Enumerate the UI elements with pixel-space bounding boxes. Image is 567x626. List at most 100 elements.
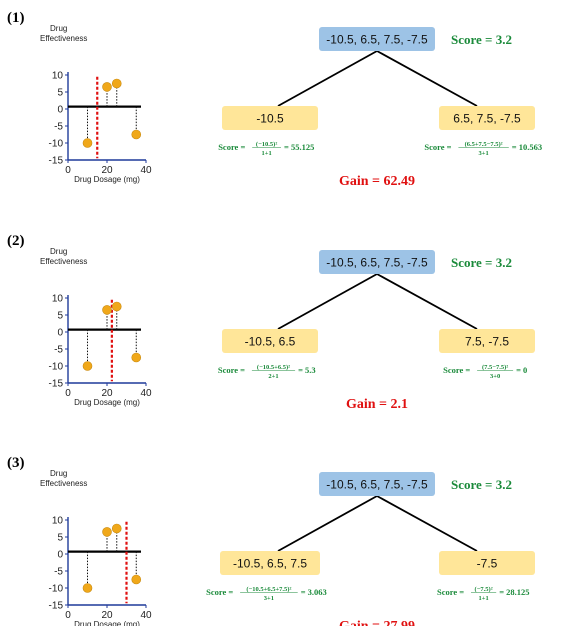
left-leaf-node — [222, 329, 318, 353]
right-leaf-label: 6.5, 7.5, -7.5 — [453, 112, 521, 126]
left-score-result: = 55.125 — [284, 142, 314, 152]
left-leaf-label: -10.5 — [256, 112, 284, 126]
y-tick-label: -10 — [49, 139, 64, 150]
right-score-denominator: 1+1 — [478, 595, 488, 602]
right-score-prefix: Score = — [437, 587, 464, 597]
panel-label: (2) — [7, 233, 25, 249]
right-score-numerator: (−7.5)² — [475, 586, 493, 593]
left-score-numerator: (−10.5+6.5+7.5)² — [246, 586, 291, 593]
right-score-result: = 0 — [516, 365, 527, 375]
left-score-denominator: 3+1 — [264, 595, 274, 602]
data-point — [111, 301, 122, 312]
right-leaf-label: 7.5, -7.5 — [465, 335, 509, 349]
x-tick-label: 20 — [101, 610, 113, 621]
left-score-denominator: 2+1 — [268, 373, 278, 380]
y-axis-title-line2: Effectiveness — [40, 479, 87, 488]
gain-label: Gain = 62.49 — [339, 174, 415, 189]
root-node — [319, 472, 435, 496]
y-tick-label: -5 — [54, 345, 63, 356]
x-axis-title: Drug Dosage (mg) — [74, 398, 140, 407]
data-point — [111, 78, 122, 89]
x-tick-label: 40 — [140, 165, 152, 176]
x-axis-title: Drug Dosage (mg) — [74, 620, 140, 626]
tree-edge-right — [376, 273, 478, 330]
y-tick-label: 5 — [57, 311, 63, 322]
data-point — [131, 574, 142, 585]
tree-edge-right — [376, 495, 478, 552]
data-point — [82, 138, 93, 148]
data-point — [102, 527, 112, 537]
gain-label: Gain = 2.1 — [346, 397, 408, 412]
x-tick-label: 20 — [101, 388, 113, 399]
root-node-label: -10.5, 6.5, 7.5, -7.5 — [326, 33, 428, 47]
y-tick-label: 0 — [57, 550, 63, 561]
data-point — [102, 82, 112, 92]
right-score-prefix: Score = — [443, 365, 470, 375]
right-score-denominator: 3+0 — [490, 373, 500, 380]
x-tick-label: 40 — [140, 610, 152, 621]
data-point — [111, 523, 122, 534]
x-tick-label: 0 — [65, 165, 71, 176]
left-leaf-node — [220, 551, 320, 575]
left-score-result: = 5.3 — [298, 365, 316, 375]
left-leaf-score: Score = (−10.5+6.5)² 2+1 = 5.3 — [218, 364, 316, 380]
panel-label: (3) — [7, 455, 25, 471]
data-point — [82, 361, 93, 371]
x-axis-title: Drug Dosage (mg) — [74, 175, 140, 184]
right-score-numerator: (7.5−7.5)² — [482, 364, 508, 371]
left-leaf-score: Score = (−10.5)² 1+1 = 55.125 — [218, 141, 314, 157]
right-score-numerator: (6.5+7.5−7.5)² — [465, 141, 503, 148]
left-score-numerator: (−10.5)² — [256, 141, 277, 148]
y-axis-title-line1: Drug — [50, 469, 67, 478]
y-tick-label: 5 — [57, 533, 63, 544]
data-point — [82, 583, 93, 593]
root-score: Score = 3.2 — [451, 477, 512, 492]
root-node — [319, 27, 435, 51]
root-score: Score = 3.2 — [451, 255, 512, 270]
right-leaf-node — [439, 551, 535, 575]
y-tick-label: 10 — [52, 71, 64, 82]
left-leaf-label: -10.5, 6.5, 7.5 — [233, 557, 307, 571]
y-axis-title-line2: Effectiveness — [40, 34, 87, 43]
x-tick-label: 40 — [140, 388, 152, 399]
left-score-prefix: Score = — [218, 142, 245, 152]
y-tick-label: -10 — [49, 584, 64, 595]
y-tick-label: -15 — [49, 601, 64, 612]
data-point — [102, 305, 112, 315]
y-axis-title-line1: Drug — [50, 247, 67, 256]
y-tick-label: -15 — [49, 379, 64, 390]
y-tick-label: -5 — [54, 567, 63, 578]
y-tick-label: 10 — [52, 294, 64, 305]
y-tick-label: 5 — [57, 88, 63, 99]
left-score-denominator: 1+1 — [261, 150, 271, 157]
data-point — [131, 352, 142, 363]
y-tick-label: 10 — [52, 516, 64, 527]
x-tick-label: 0 — [65, 388, 71, 399]
root-score: Score = 3.2 — [451, 32, 512, 47]
left-score-numerator: (−10.5+6.5)² — [257, 364, 290, 371]
left-score-result: = 3.063 — [301, 587, 327, 597]
x-tick-label: 20 — [101, 165, 113, 176]
right-score-prefix: Score = — [424, 142, 451, 152]
y-tick-label: 0 — [57, 328, 63, 339]
root-node — [319, 250, 435, 274]
y-tick-label: -5 — [54, 122, 63, 133]
right-leaf-node — [439, 329, 535, 353]
tree-edge-left — [277, 50, 378, 107]
left-score-prefix: Score = — [218, 365, 245, 375]
root-node-label: -10.5, 6.5, 7.5, -7.5 — [326, 256, 428, 270]
y-tick-label: 0 — [57, 105, 63, 116]
data-point — [131, 129, 142, 140]
left-score-prefix: Score = — [206, 587, 233, 597]
tree-edge-right — [376, 50, 478, 107]
left-leaf-node — [222, 106, 318, 130]
right-score-result: = 10.563 — [512, 142, 542, 152]
y-tick-label: -10 — [49, 362, 64, 373]
right-leaf-node — [439, 106, 535, 130]
left-leaf-score: Score = (−10.5+6.5+7.5)² 3+1 = 3.063 — [206, 586, 327, 602]
left-leaf-label: -10.5, 6.5 — [245, 335, 296, 349]
